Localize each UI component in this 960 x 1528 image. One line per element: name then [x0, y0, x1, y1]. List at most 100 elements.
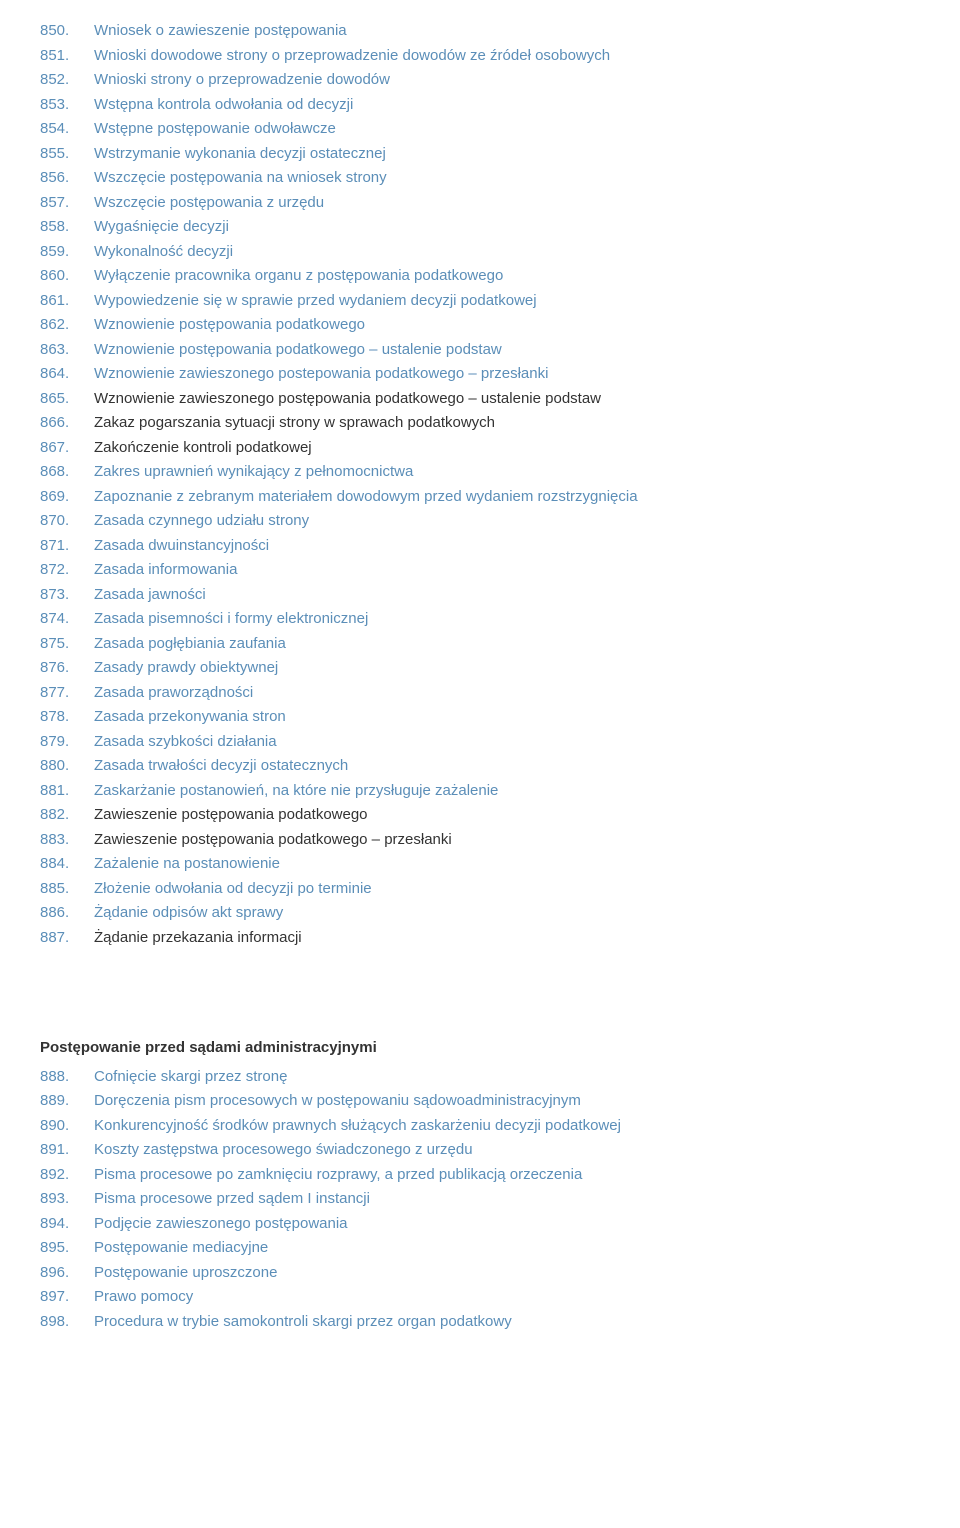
- list-item: 855.Wstrzymanie wykonania decyzji ostate…: [40, 143, 920, 166]
- item-link-text[interactable]: Zasada dwuinstancyjności: [94, 535, 920, 558]
- list-item: 865.Wznowienie zawieszonego postępowania…: [40, 388, 920, 411]
- item-text: Zakaz pogarszania sytuacji strony w spra…: [94, 412, 920, 435]
- item-link-text[interactable]: Doręczenia pism procesowych w postępowan…: [94, 1090, 920, 1113]
- item-link-text[interactable]: Zasada pogłębiania zaufania: [94, 633, 920, 656]
- item-number: 869.: [40, 486, 94, 509]
- item-link-text[interactable]: Wszczęcie postępowania na wniosek strony: [94, 167, 920, 190]
- list-item: 850.Wniosek o zawieszenie postępowania: [40, 20, 920, 43]
- item-text: Zawieszenie postępowania podatkowego: [94, 804, 920, 827]
- item-number: 883.: [40, 829, 94, 852]
- item-number: 880.: [40, 755, 94, 778]
- item-link-text[interactable]: Wznowienie zawieszonego postepowania pod…: [94, 363, 920, 386]
- item-link-text[interactable]: Zasady prawdy obiektywnej: [94, 657, 920, 680]
- item-link-text[interactable]: Wstępne postępowanie odwoławcze: [94, 118, 920, 141]
- item-number: 897.: [40, 1286, 94, 1309]
- item-link-text[interactable]: Wstrzymanie wykonania decyzji ostateczne…: [94, 143, 920, 166]
- item-number: 871.: [40, 535, 94, 558]
- item-link-text[interactable]: Zasada informowania: [94, 559, 920, 582]
- item-number: 853.: [40, 94, 94, 117]
- list-item: 892.Pisma procesowe po zamknięciu rozpra…: [40, 1164, 920, 1187]
- list-item: 891.Koszty zastępstwa procesowego świadc…: [40, 1139, 920, 1162]
- list-item: 889.Doręczenia pism procesowych w postęp…: [40, 1090, 920, 1113]
- item-link-text[interactable]: Prawo pomocy: [94, 1286, 920, 1309]
- list-item: 895.Postępowanie mediacyjne: [40, 1237, 920, 1260]
- item-link-text[interactable]: Zapoznanie z zebranym materiałem dowodow…: [94, 486, 920, 509]
- list-item: 894.Podjęcie zawieszonego postępowania: [40, 1213, 920, 1236]
- item-text: Zawieszenie postępowania podatkowego – p…: [94, 829, 920, 852]
- item-number: 896.: [40, 1262, 94, 1285]
- item-link-text[interactable]: Zasada przekonywania stron: [94, 706, 920, 729]
- list-item: 885.Złożenie odwołania od decyzji po ter…: [40, 878, 920, 901]
- item-link-text[interactable]: Zasada jawności: [94, 584, 920, 607]
- item-link-text[interactable]: Wnioski strony o przeprowadzenie dowodów: [94, 69, 920, 92]
- item-link-text[interactable]: Wznowienie postępowania podatkowego: [94, 314, 920, 337]
- item-link-text[interactable]: Zasada szybkości działania: [94, 731, 920, 754]
- item-number: 872.: [40, 559, 94, 582]
- item-link-text[interactable]: Wykonalność decyzji: [94, 241, 920, 264]
- list-item: 861.Wypowiedzenie się w sprawie przed wy…: [40, 290, 920, 313]
- item-link-text[interactable]: Koszty zastępstwa procesowego świadczone…: [94, 1139, 920, 1162]
- item-number: 894.: [40, 1213, 94, 1236]
- item-link-text[interactable]: Wniosek o zawieszenie postępowania: [94, 20, 920, 43]
- list-item: 873.Zasada jawności: [40, 584, 920, 607]
- item-link-text[interactable]: Wygaśnięcie decyzji: [94, 216, 920, 239]
- item-link-text[interactable]: Wypowiedzenie się w sprawie przed wydani…: [94, 290, 920, 313]
- item-link-text[interactable]: Złożenie odwołania od decyzji po termini…: [94, 878, 920, 901]
- list-item: 869.Zapoznanie z zebranym materiałem dow…: [40, 486, 920, 509]
- item-number: 892.: [40, 1164, 94, 1187]
- list-item: 868.Zakres uprawnień wynikający z pełnom…: [40, 461, 920, 484]
- item-link-text[interactable]: Postępowanie mediacyjne: [94, 1237, 920, 1260]
- item-link-text[interactable]: Zakres uprawnień wynikający z pełnomocni…: [94, 461, 920, 484]
- list-item: 893.Pisma procesowe przed sądem I instan…: [40, 1188, 920, 1211]
- item-link-text[interactable]: Żądanie odpisów akt sprawy: [94, 902, 920, 925]
- item-number: 898.: [40, 1311, 94, 1334]
- item-link-text[interactable]: Zasada czynnego udziału strony: [94, 510, 920, 533]
- item-link-text[interactable]: Procedura w trybie samokontroli skargi p…: [94, 1311, 920, 1334]
- item-text: Żądanie przekazania informacji: [94, 927, 920, 950]
- list-item: 853.Wstępna kontrola odwołania od decyzj…: [40, 94, 920, 117]
- item-number: 852.: [40, 69, 94, 92]
- item-number: 865.: [40, 388, 94, 411]
- list-item: 897.Prawo pomocy: [40, 1286, 920, 1309]
- item-number: 851.: [40, 45, 94, 68]
- item-number: 878.: [40, 706, 94, 729]
- list-item: 860.Wyłączenie pracownika organu z postę…: [40, 265, 920, 288]
- item-link-text[interactable]: Zasada praworządności: [94, 682, 920, 705]
- list-item: 863.Wznowienie postępowania podatkowego …: [40, 339, 920, 362]
- item-link-text[interactable]: Pisma procesowe przed sądem I instancji: [94, 1188, 920, 1211]
- item-number: 855.: [40, 143, 94, 166]
- item-number: 866.: [40, 412, 94, 435]
- item-number: 867.: [40, 437, 94, 460]
- list-item: 877.Zasada praworządności: [40, 682, 920, 705]
- item-link-text[interactable]: Pisma procesowe po zamknięciu rozprawy, …: [94, 1164, 920, 1187]
- item-link-text[interactable]: Cofnięcie skargi przez stronę: [94, 1066, 920, 1089]
- list-item: 871.Zasada dwuinstancyjności: [40, 535, 920, 558]
- item-link-text[interactable]: Zasada pisemności i formy elektronicznej: [94, 608, 920, 631]
- item-link-text[interactable]: Zasada trwałości decyzji ostatecznych: [94, 755, 920, 778]
- list-item: 858.Wygaśnięcie decyzji: [40, 216, 920, 239]
- item-link-text[interactable]: Postępowanie uproszczone: [94, 1262, 920, 1285]
- item-link-text[interactable]: Wznowienie postępowania podatkowego – us…: [94, 339, 920, 362]
- item-number: 860.: [40, 265, 94, 288]
- item-link-text[interactable]: Podjęcie zawieszonego postępowania: [94, 1213, 920, 1236]
- list-item: 888.Cofnięcie skargi przez stronę: [40, 1066, 920, 1089]
- item-number: 890.: [40, 1115, 94, 1138]
- list-item: 886.Żądanie odpisów akt sprawy: [40, 902, 920, 925]
- item-link-text[interactable]: Konkurencyjność środków prawnych służący…: [94, 1115, 920, 1138]
- item-number: 856.: [40, 167, 94, 190]
- item-number: 876.: [40, 657, 94, 680]
- item-link-text[interactable]: Zaskarżanie postanowień, na które nie pr…: [94, 780, 920, 803]
- item-link-text[interactable]: Zażalenie na postanowienie: [94, 853, 920, 876]
- list-item: 867.Zakończenie kontroli podatkowej: [40, 437, 920, 460]
- list-item: 887.Żądanie przekazania informacji: [40, 927, 920, 950]
- item-link-text[interactable]: Wszczęcie postępowania z urzędu: [94, 192, 920, 215]
- item-link-text[interactable]: Wstępna kontrola odwołania od decyzji: [94, 94, 920, 117]
- item-number: 874.: [40, 608, 94, 631]
- item-number: 879.: [40, 731, 94, 754]
- list-item: 896.Postępowanie uproszczone: [40, 1262, 920, 1285]
- item-link-text[interactable]: Wnioski dowodowe strony o przeprowadzeni…: [94, 45, 920, 68]
- item-number: 854.: [40, 118, 94, 141]
- list-item: 872.Zasada informowania: [40, 559, 920, 582]
- item-link-text[interactable]: Wyłączenie pracownika organu z postępowa…: [94, 265, 920, 288]
- list-item: 874.Zasada pisemności i formy elektronic…: [40, 608, 920, 631]
